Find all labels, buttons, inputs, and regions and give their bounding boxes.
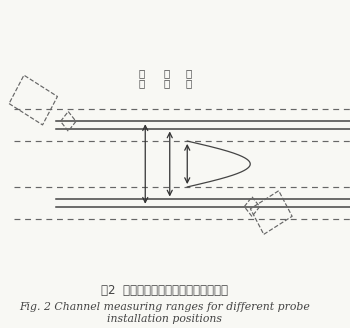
Text: 陷: 陷 xyxy=(139,79,145,89)
Text: Fig. 2 Channel measuring ranges for different probe: Fig. 2 Channel measuring ranges for diff… xyxy=(19,302,310,312)
Text: 出: 出 xyxy=(186,79,192,89)
Text: installation positions: installation positions xyxy=(107,314,222,324)
Text: 凸: 凸 xyxy=(186,68,192,78)
Text: 图2  不同探头插入深度的声道测量范围: 图2 不同探头插入深度的声道测量范围 xyxy=(101,284,228,297)
Text: 切: 切 xyxy=(163,79,169,89)
Text: 相: 相 xyxy=(163,68,169,78)
Text: 凹: 凹 xyxy=(139,68,145,78)
